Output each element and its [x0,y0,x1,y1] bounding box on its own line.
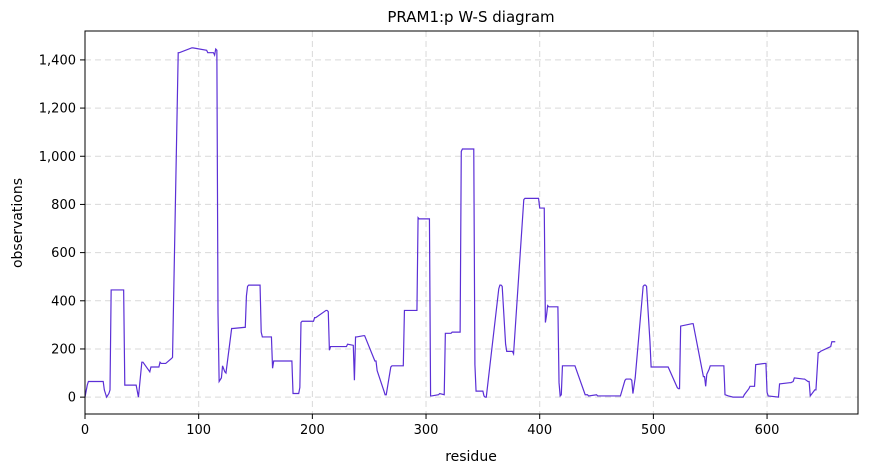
chart-title: PRAM1:p W-S diagram [387,8,554,26]
x-gridlines [84,31,768,414]
plot-frame [84,30,859,415]
x-tick-label: 500 [641,423,666,438]
series-layer [84,47,836,399]
y-tick-label: 800 [51,198,76,213]
series-line [84,47,836,399]
plot-background [85,31,858,414]
x-tick-label: 600 [755,423,780,438]
axes-frame [84,30,859,415]
y-tick-label: 1,400 [39,53,76,68]
y-tick-label: 600 [51,246,76,261]
y-gridlines [85,59,858,398]
y-axis-ticks: 0 200 400 600 800 1,000 1,200 1,400 [39,53,85,406]
plot-area [85,31,858,414]
x-tick-label: 300 [414,423,439,438]
y-tick-label: 400 [51,294,76,309]
x-tick-label: 400 [527,423,552,438]
y-axis-title: observations [10,178,26,268]
x-axis-title: residue [445,449,497,465]
y-tick-label: 0 [68,391,76,406]
x-axis-ticks: 0 100 200 300 400 500 600 [81,414,780,438]
y-tick-label: 1,200 [39,102,76,117]
y-tick-label: 200 [51,342,76,357]
x-tick-label: 0 [81,423,89,438]
x-tick-label: 200 [300,423,325,438]
x-tick-label: 100 [186,423,211,438]
y-tick-label: 1,000 [39,150,76,165]
